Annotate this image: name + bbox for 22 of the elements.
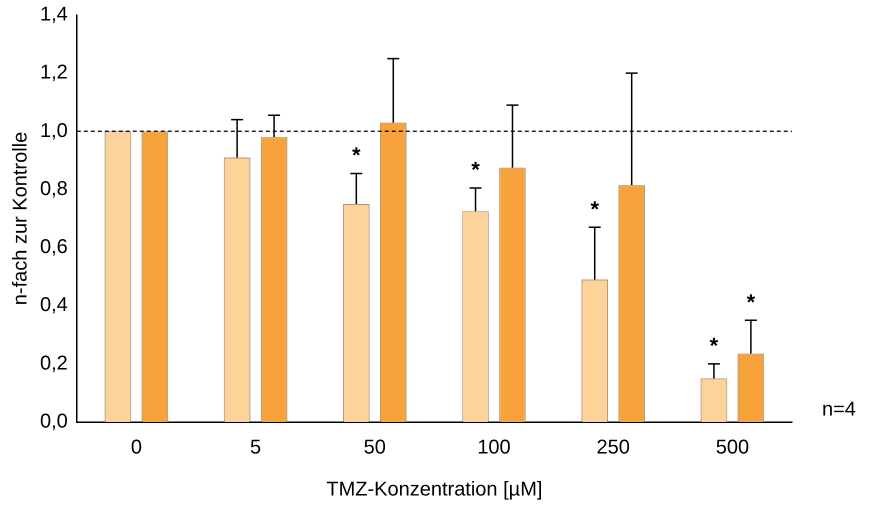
y-tick-label: 0,2 [40, 352, 68, 374]
y-tick-label: 1,2 [40, 62, 68, 84]
x-axis-title: TMZ-Konzentration [µM] [326, 478, 542, 501]
data-label: * [710, 332, 719, 358]
data-label: * [471, 157, 480, 182]
y-tick-label: 0,0 [40, 410, 68, 433]
x-tick-label: 250 [596, 436, 630, 459]
data-label: * [746, 289, 756, 314]
x-tick-label: 100 [477, 436, 511, 459]
data-label: * [590, 196, 600, 222]
y-axis-title: n-fach zur Kontrolle [10, 132, 32, 306]
y-tick-label: 0,4 [40, 294, 68, 316]
y-tick-label: 1,4 [40, 4, 68, 26]
x-tick-label: 0 [130, 436, 142, 459]
text: n=4 [822, 398, 856, 421]
x-tick-label: 500 [716, 436, 750, 459]
x-tick-label: 50 [364, 436, 386, 459]
y-tick-label: 0,8 [40, 178, 68, 200]
data-label: * [352, 142, 362, 168]
x-tick-label: 5 [250, 436, 262, 459]
y-tick-label: 1,0 [40, 120, 68, 142]
y-tick-label: 0,6 [40, 236, 68, 258]
